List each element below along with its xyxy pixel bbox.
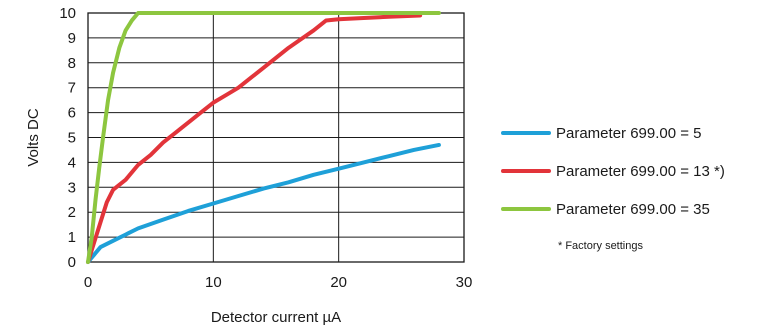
y-tick-label: 0 (68, 254, 76, 271)
y-axis-title: Volts DC (25, 108, 42, 167)
y-tick-label: 7 (68, 80, 76, 97)
legend-label: Parameter 699.00 = 5 (556, 125, 702, 142)
x-tick-label: 10 (205, 274, 222, 291)
tick-labels: 0 1 2 3 4 5 6 7 8 9 10 0 10 20 30 (59, 5, 472, 291)
x-axis-title: Detector current µA (211, 309, 341, 326)
y-tick-label: 10 (59, 5, 76, 22)
y-tick-label: 9 (68, 30, 76, 47)
footnote: * Factory settings (558, 240, 643, 252)
series-line-2 (86, 13, 423, 264)
y-tick-label: 5 (68, 130, 76, 147)
y-tick-label: 2 (68, 204, 76, 221)
y-tick-label: 6 (68, 105, 76, 122)
y-tick-label: 8 (68, 55, 76, 72)
y-tick-label: 1 (68, 229, 76, 246)
legend-label: Parameter 699.00 = 13 *) (556, 163, 725, 180)
x-tick-label: 30 (456, 274, 473, 291)
legend-item: Parameter 699.00 = 5 (501, 125, 702, 142)
series-line-3 (86, 11, 441, 264)
legend-item: Parameter 699.00 = 35 (501, 201, 710, 218)
legend: Parameter 699.00 = 5 Parameter 699.00 = 1… (501, 125, 725, 218)
legend-label: Parameter 699.00 = 35 (556, 201, 710, 218)
legend-item: Parameter 699.00 = 13 *) (501, 163, 725, 180)
x-tick-label: 20 (330, 274, 347, 291)
y-tick-label: 4 (68, 154, 76, 171)
series-layer (86, 11, 441, 264)
y-tick-label: 3 (68, 179, 76, 196)
x-tick-label: 0 (84, 274, 92, 291)
series-line-1 (86, 142, 441, 264)
grid (88, 13, 464, 262)
